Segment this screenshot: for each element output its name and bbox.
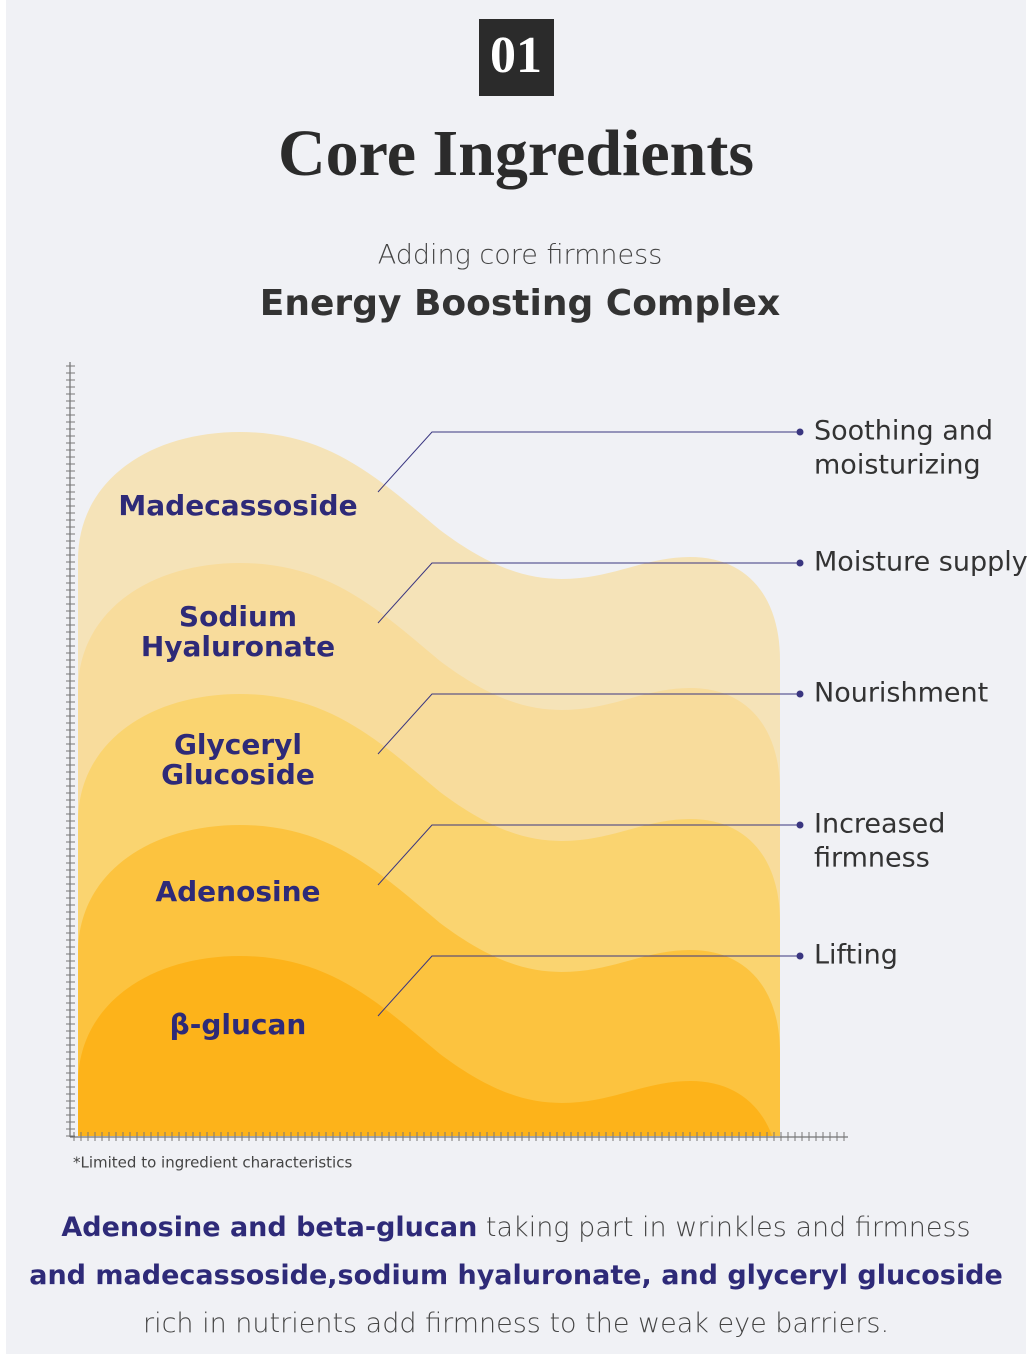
leader-line bbox=[377, 562, 800, 624]
badge-text: 01 bbox=[490, 27, 542, 84]
effect-label: Lifting bbox=[814, 940, 898, 971]
ingredient-label: Adenosine bbox=[155, 875, 320, 908]
leader-dot bbox=[796, 559, 804, 567]
leader-line bbox=[377, 431, 800, 493]
description-line: Adenosine and beta-glucan taking part in… bbox=[61, 1212, 970, 1243]
leader-line bbox=[377, 693, 800, 755]
description-line: rich in nutrients add firmness to the we… bbox=[143, 1308, 889, 1339]
ingredient-label: β-glucan bbox=[170, 1008, 307, 1041]
effect-label: Soothing and bbox=[814, 416, 993, 447]
plain-text: rich in nutrients add firmness to the we… bbox=[143, 1308, 889, 1339]
description: Adenosine and beta-glucan taking part in… bbox=[29, 1212, 1003, 1339]
leader-dot bbox=[796, 821, 804, 829]
effect-label: firmness bbox=[814, 843, 930, 874]
ingredient-label: Sodium bbox=[179, 600, 297, 633]
leader-dot bbox=[796, 428, 804, 436]
highlight-text: Adenosine and beta-glucan bbox=[61, 1212, 477, 1243]
title: Core Ingredients bbox=[278, 117, 754, 190]
description-line: and madecassoside,sodium hyaluronate, an… bbox=[29, 1260, 1003, 1291]
ingredient-label: Hyaluronate bbox=[141, 630, 335, 663]
ingredient-label: Madecassoside bbox=[118, 489, 357, 522]
axes bbox=[66, 362, 848, 1141]
subtitle: Adding core firmness bbox=[378, 240, 663, 271]
ingredient-label: Glyceryl bbox=[174, 728, 302, 761]
footnote: *Limited to ingredient characteristics bbox=[73, 1154, 352, 1172]
highlight-text: and madecassoside,sodium hyaluronate, an… bbox=[29, 1260, 1003, 1291]
effect-label: Nourishment bbox=[814, 678, 988, 709]
layers bbox=[78, 432, 780, 1136]
layer-wave bbox=[78, 956, 773, 1136]
effect-label: Moisture supply bbox=[814, 547, 1028, 578]
effect-label: moisturizing bbox=[814, 450, 981, 481]
badge bbox=[479, 19, 554, 96]
plain-text: taking part in wrinkles and firmness bbox=[477, 1212, 970, 1243]
leader-line bbox=[377, 824, 800, 886]
effect-label: Increased bbox=[814, 809, 945, 840]
leader-dot bbox=[796, 952, 804, 960]
leader-dot bbox=[796, 690, 804, 698]
heading: Energy Boosting Complex bbox=[260, 283, 780, 324]
leader-line bbox=[377, 955, 800, 1017]
ingredient-label: Glucoside bbox=[161, 758, 315, 791]
